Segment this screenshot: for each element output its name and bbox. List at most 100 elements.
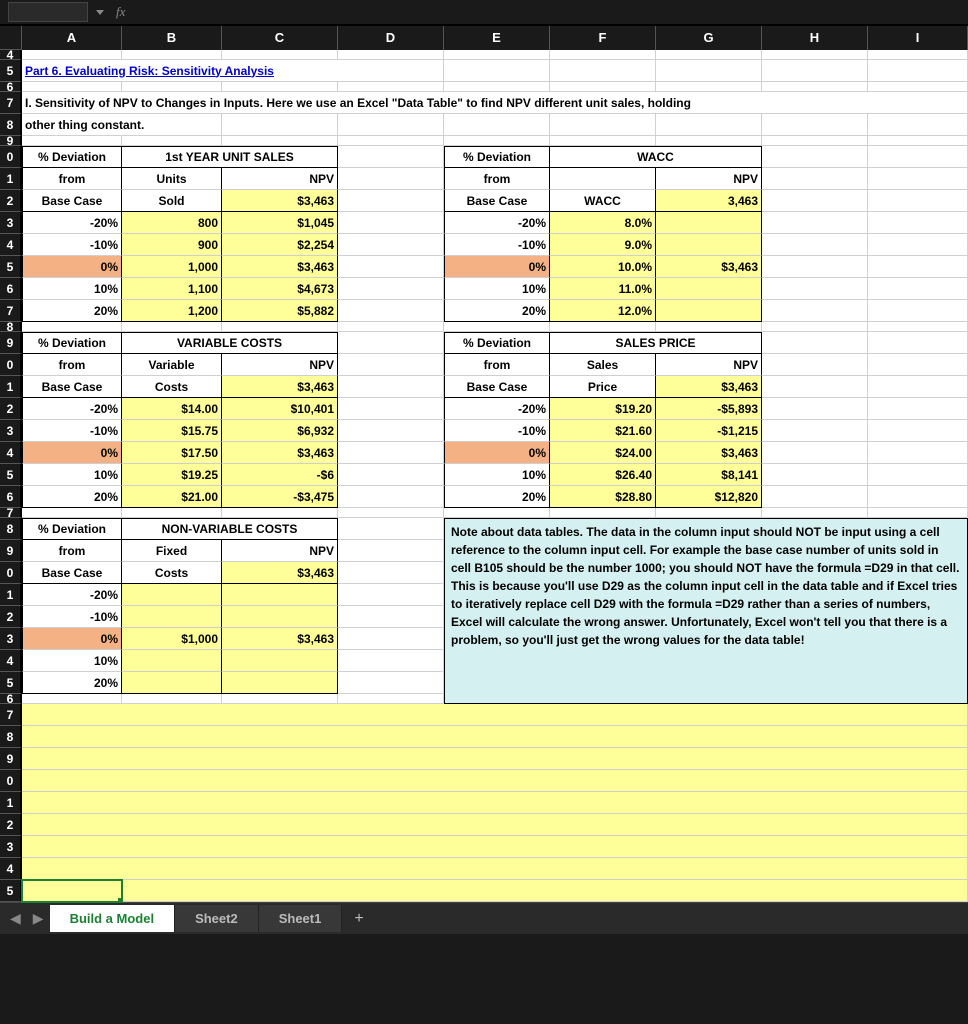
dev[interactable]: 0% [22, 256, 122, 278]
row-header[interactable]: 7 [0, 508, 22, 518]
hdr-npv[interactable]: NPV [222, 354, 338, 376]
cell[interactable] [338, 486, 444, 508]
tab-sheet2[interactable]: Sheet2 [175, 905, 259, 932]
cell[interactable] [22, 770, 968, 792]
dev[interactable]: 0% [444, 256, 550, 278]
npv[interactable] [656, 234, 762, 256]
npv[interactable]: -$6 [222, 464, 338, 486]
cell[interactable] [868, 322, 968, 332]
cell[interactable] [222, 694, 338, 704]
col-header-F[interactable]: F [550, 26, 656, 50]
hdr-sub2[interactable]: Price [550, 376, 656, 398]
cell[interactable] [338, 540, 444, 562]
cell[interactable] [656, 136, 762, 146]
hdr-pct-dev[interactable]: % Deviation [22, 146, 122, 168]
tab-sheet1[interactable]: Sheet1 [259, 905, 343, 932]
hdr-from[interactable]: from [22, 540, 122, 562]
cell[interactable] [338, 442, 444, 464]
cell[interactable] [222, 508, 338, 518]
hdr-sub2[interactable]: Sold [122, 190, 222, 212]
npv[interactable] [656, 212, 762, 234]
row-header[interactable]: 4 [0, 442, 22, 464]
cell[interactable] [868, 442, 968, 464]
cell[interactable] [868, 278, 968, 300]
cell[interactable] [762, 398, 868, 420]
cell[interactable] [338, 562, 444, 584]
cell[interactable] [868, 234, 968, 256]
val[interactable]: 10.0% [550, 256, 656, 278]
hdr-sub[interactable] [550, 168, 656, 190]
cell[interactable] [762, 146, 868, 168]
hdr-sub[interactable]: Variable [122, 354, 222, 376]
hdr-from[interactable]: from [22, 354, 122, 376]
cell[interactable] [338, 650, 444, 672]
cell[interactable] [868, 256, 968, 278]
cell[interactable] [762, 322, 868, 332]
npv[interactable] [656, 278, 762, 300]
cell[interactable] [338, 50, 444, 60]
cell[interactable] [868, 398, 968, 420]
hdr-title[interactable]: 1st YEAR UNIT SALES [122, 146, 338, 168]
hdr-base-npv[interactable]: 3,463 [656, 190, 762, 212]
cell[interactable] [762, 50, 868, 60]
row-header[interactable]: 5 [0, 880, 22, 902]
npv[interactable]: $3,463 [656, 256, 762, 278]
row-header[interactable]: 8 [0, 322, 22, 332]
row-header[interactable]: 0 [0, 562, 22, 584]
cell[interactable] [22, 136, 122, 146]
val[interactable]: $28.80 [550, 486, 656, 508]
hdr-from[interactable]: from [444, 168, 550, 190]
hdr-from[interactable]: from [22, 168, 122, 190]
cell[interactable] [338, 332, 444, 354]
cell[interactable] [338, 354, 444, 376]
subtitle-2[interactable]: other thing constant. [22, 114, 222, 136]
cell[interactable] [762, 332, 868, 354]
npv[interactable]: -$1,215 [656, 420, 762, 442]
cell[interactable] [122, 136, 222, 146]
row-header[interactable]: 0 [0, 354, 22, 376]
cell[interactable] [122, 50, 222, 60]
row-header[interactable]: 6 [0, 278, 22, 300]
cell[interactable] [550, 60, 656, 82]
cell[interactable] [762, 420, 868, 442]
hdr-title[interactable]: WACC [550, 146, 762, 168]
cell[interactable] [868, 420, 968, 442]
cell[interactable] [762, 212, 868, 234]
cell[interactable] [444, 114, 550, 136]
npv[interactable]: $5,882 [222, 300, 338, 322]
cell[interactable] [338, 190, 444, 212]
cell[interactable] [656, 50, 762, 60]
cell[interactable] [22, 814, 968, 836]
row-header[interactable]: 7 [0, 704, 22, 726]
cell[interactable] [868, 190, 968, 212]
dev[interactable]: -10% [444, 420, 550, 442]
cell[interactable] [868, 146, 968, 168]
cell[interactable] [222, 322, 338, 332]
dev[interactable]: 20% [22, 672, 122, 694]
row-header[interactable]: 2 [0, 814, 22, 836]
row-header[interactable]: 4 [0, 234, 22, 256]
row-header[interactable]: 8 [0, 726, 22, 748]
name-box-dropdown-icon[interactable] [96, 10, 104, 15]
cell[interactable] [868, 50, 968, 60]
row-header[interactable]: 7 [0, 92, 22, 114]
cell[interactable] [762, 376, 868, 398]
cell[interactable] [338, 508, 444, 518]
row-header[interactable]: 8 [0, 518, 22, 540]
hdr-npv[interactable]: NPV [222, 168, 338, 190]
cell[interactable] [762, 486, 868, 508]
cell[interactable] [222, 114, 338, 136]
cell[interactable] [122, 82, 222, 92]
hdr-base-npv[interactable]: $3,463 [222, 562, 338, 584]
npv[interactable]: $3,463 [222, 628, 338, 650]
val[interactable]: $14.00 [122, 398, 222, 420]
col-header-D[interactable]: D [338, 26, 444, 50]
hdr-sub[interactable]: Units [122, 168, 222, 190]
cell[interactable] [868, 486, 968, 508]
dev[interactable]: -20% [22, 212, 122, 234]
npv[interactable]: $10,401 [222, 398, 338, 420]
row-header[interactable]: 6 [0, 82, 22, 92]
cell[interactable] [656, 508, 762, 518]
cell[interactable] [338, 376, 444, 398]
cell[interactable] [444, 508, 550, 518]
